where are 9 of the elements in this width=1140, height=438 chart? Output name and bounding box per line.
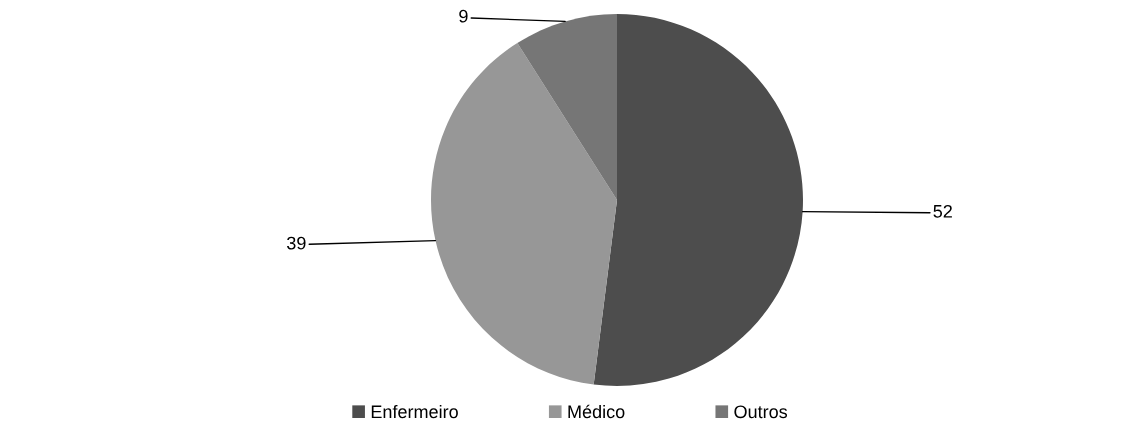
data-label: 9 — [459, 9, 468, 23]
legend-label: Outros — [734, 405, 788, 419]
data-label: 39 — [287, 236, 306, 250]
pie-slice — [431, 42, 617, 385]
legend-label: Médico — [568, 404, 625, 419]
pie-slice — [593, 14, 803, 386]
pie-slice — [517, 14, 617, 200]
legend-label: Enfermeiro — [371, 404, 458, 419]
data-label: 52 — [933, 204, 952, 218]
